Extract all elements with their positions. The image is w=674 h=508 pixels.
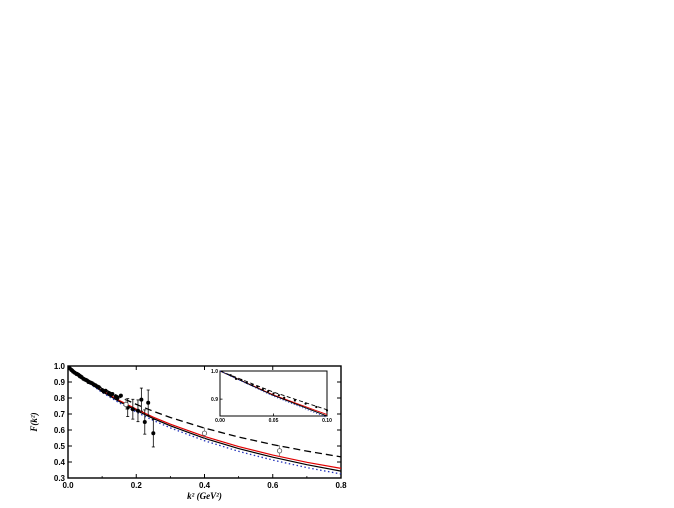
inset-y-tick-label: 0.9 bbox=[211, 397, 218, 403]
data-point bbox=[151, 431, 156, 436]
open-data-point bbox=[123, 401, 129, 407]
inset-data-point bbox=[229, 374, 232, 377]
x-tick-label: 0.4 bbox=[199, 481, 211, 490]
open-data-point bbox=[276, 448, 283, 454]
inset-data-point bbox=[267, 390, 270, 393]
y-tick-label: 0.5 bbox=[54, 442, 66, 451]
x-tick-label: 0.8 bbox=[335, 481, 347, 490]
inset-data-point bbox=[261, 388, 264, 391]
inset-plot: 0.00 0.05 0.10 0.9 1.0 bbox=[211, 369, 332, 424]
data-point bbox=[103, 388, 108, 393]
x-tick-label: 0.6 bbox=[267, 481, 279, 490]
inset-data-point bbox=[272, 392, 275, 395]
main-points bbox=[67, 366, 283, 457]
inset-x-tick-label: 0.00 bbox=[215, 418, 225, 424]
data-point bbox=[135, 408, 140, 413]
x-axis-title: k² (GeV²) bbox=[187, 491, 222, 501]
open-data-point bbox=[201, 430, 208, 436]
y-tick-label: 0.9 bbox=[54, 378, 66, 387]
data-point bbox=[115, 396, 120, 400]
y-tick-label: 0.7 bbox=[54, 410, 66, 419]
inset-data-point bbox=[240, 378, 243, 382]
inset-data-point bbox=[234, 377, 238, 380]
inset-data-point bbox=[245, 381, 248, 384]
x-tick-label: 0.2 bbox=[131, 481, 143, 490]
inset-data-point bbox=[283, 396, 286, 399]
data-point bbox=[110, 392, 115, 396]
y-tick-label: 0.4 bbox=[54, 458, 66, 467]
inset-x-tick-label: 0.10 bbox=[322, 418, 332, 424]
inset-data-point bbox=[315, 405, 318, 409]
y-tick-label: 0.3 bbox=[54, 474, 66, 483]
data-point bbox=[142, 420, 147, 424]
inset-data-point bbox=[325, 409, 329, 412]
inset-data-point bbox=[251, 383, 254, 387]
data-point bbox=[118, 393, 123, 398]
data-point bbox=[96, 385, 101, 390]
y-tick-label: 1.0 bbox=[54, 362, 66, 371]
inset-data-point bbox=[304, 402, 307, 405]
series-line-solid-1 bbox=[67, 365, 342, 472]
inset-data-point bbox=[277, 394, 280, 397]
inset-x-tick-label: 0.05 bbox=[269, 418, 279, 424]
y-axis-title: F(k²) bbox=[29, 412, 39, 432]
inset-series-line-solid-1 bbox=[219, 370, 328, 417]
y-tick-label: 0.6 bbox=[54, 426, 66, 435]
x-tick-label: 0.0 bbox=[62, 481, 74, 490]
data-point bbox=[146, 400, 151, 405]
inset-y-tick-label: 1.0 bbox=[211, 369, 218, 375]
inset-data-point bbox=[256, 385, 259, 388]
inset-data-point bbox=[293, 399, 296, 402]
y-tick-label: 0.8 bbox=[54, 394, 66, 403]
data-point bbox=[130, 407, 135, 412]
data-point bbox=[139, 397, 144, 402]
main-ticks: 0.0 0.2 0.4 0.6 0.8 0.3 0.4 0.5 0.6 0.7 0.8 0.9 1.0 bbox=[54, 362, 347, 490]
